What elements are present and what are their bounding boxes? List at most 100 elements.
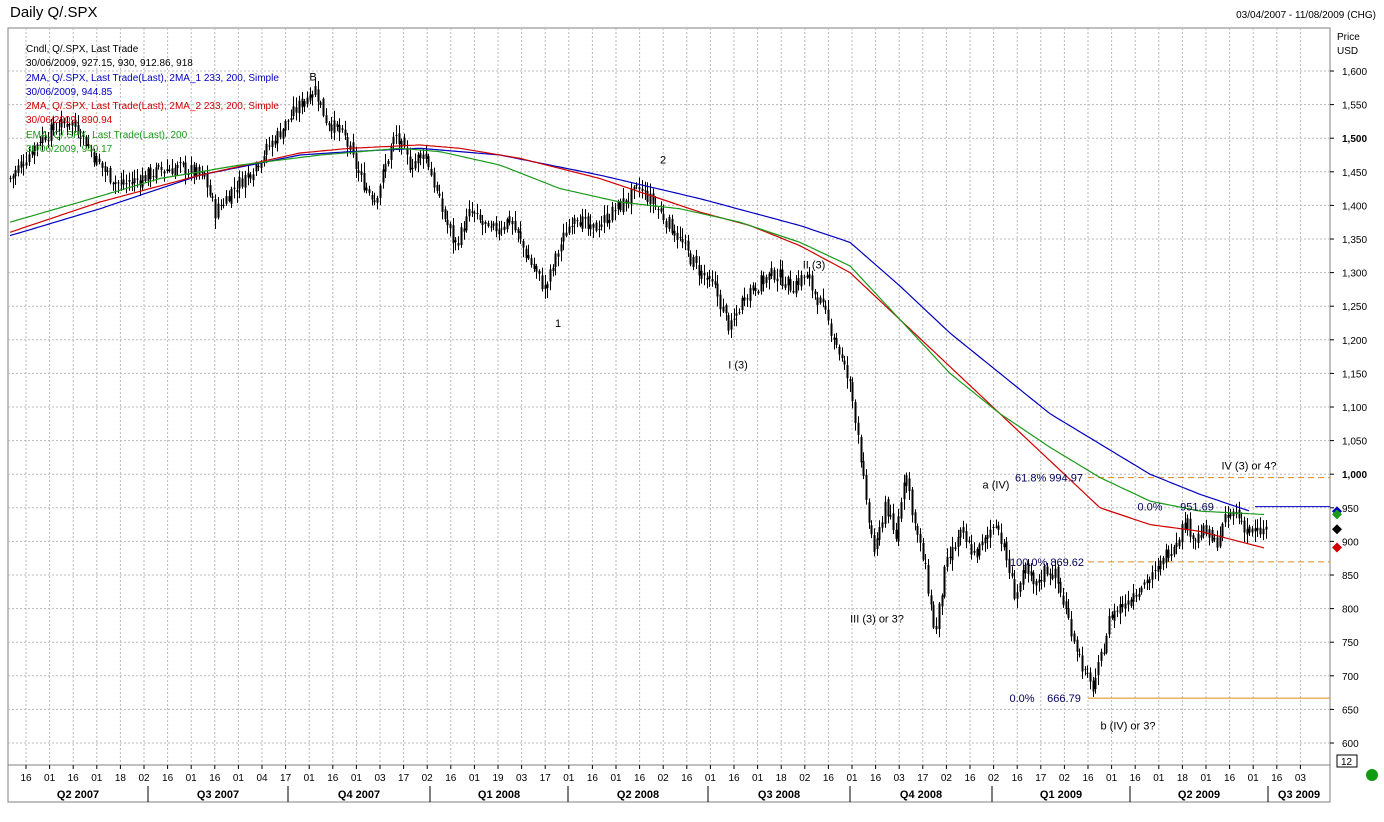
candle-body — [646, 191, 649, 203]
candle-body — [1027, 563, 1030, 574]
candle-body — [803, 276, 806, 278]
candle-body — [517, 228, 520, 233]
candle-body — [317, 89, 320, 102]
candle-body — [220, 205, 223, 207]
candle-body — [579, 222, 582, 226]
candle-body — [816, 297, 819, 306]
candle-body — [152, 176, 155, 178]
candle-body — [962, 527, 965, 533]
wave-annotation: a (IV) — [983, 479, 1010, 491]
candle-body — [55, 131, 58, 133]
candle-body — [1246, 528, 1249, 535]
candle-body — [463, 228, 466, 232]
page-badge-box[interactable] — [1336, 754, 1358, 768]
candle-body — [268, 145, 271, 147]
candle-body — [25, 162, 28, 166]
candle-body — [255, 163, 258, 172]
candle-body — [981, 541, 984, 546]
y-tick-label: 1,150 — [1342, 369, 1367, 380]
candle-body — [1143, 582, 1146, 585]
page-badge[interactable]: 12 — [1341, 757, 1353, 768]
candle-body — [727, 315, 730, 331]
candle-body — [309, 94, 312, 101]
candle-body — [881, 522, 884, 528]
quarter-label: Q2 2009 — [1178, 789, 1220, 801]
candle-body — [746, 298, 749, 300]
candle-body — [908, 478, 911, 492]
candle-body — [468, 209, 471, 217]
candle-body — [1005, 541, 1008, 561]
candle-body — [171, 168, 174, 174]
y-tick-label: 1,600 — [1342, 67, 1367, 78]
candle-body — [530, 258, 533, 265]
x-tick-label: 02 — [799, 773, 811, 784]
candle-body — [1227, 514, 1230, 519]
candle-body — [225, 196, 228, 204]
candle-body — [190, 165, 193, 173]
candle-body — [1135, 594, 1138, 597]
candle-body — [789, 279, 792, 291]
candle-body — [873, 535, 876, 552]
candle-body — [1192, 535, 1195, 539]
candle-body — [1022, 570, 1025, 585]
candle-body — [884, 501, 887, 524]
candle-body — [1130, 599, 1133, 606]
candle-body — [627, 201, 630, 203]
candle-body — [395, 135, 398, 137]
legend-line: 30/06/2009, 927.15, 930, 912.86, 918 — [26, 58, 193, 70]
candle-body — [619, 200, 622, 211]
candle-body — [827, 309, 830, 321]
candle-body — [436, 185, 439, 191]
candle-body — [700, 270, 703, 279]
wave-annotation: II (3) — [803, 260, 826, 272]
candle-body — [1243, 520, 1246, 533]
legend-line: EMA, Q/.SPX, Last Trade(Last), 200 — [26, 129, 188, 141]
candle-body — [716, 283, 719, 297]
candle-body — [1197, 533, 1200, 544]
candle-body — [1151, 572, 1154, 580]
x-tick-label: 03 — [1295, 773, 1307, 784]
y-tick-label: 1,350 — [1342, 235, 1367, 246]
candle-body — [1051, 574, 1054, 579]
candle-body — [838, 346, 841, 355]
candle-body — [411, 167, 414, 169]
candle-body — [247, 172, 250, 178]
x-tick-label: 16 — [1224, 773, 1236, 784]
candle-body — [193, 164, 196, 177]
candle-body — [292, 106, 295, 117]
x-tick-label: 01 — [304, 773, 316, 784]
candle-body — [1205, 524, 1208, 535]
candle-body — [14, 169, 17, 177]
candle-body — [1073, 633, 1076, 642]
x-tick-label: 03 — [894, 773, 906, 784]
candle-body — [965, 531, 968, 542]
candle-body — [787, 276, 790, 286]
candle-body — [1049, 573, 1052, 576]
wave-annotation: 61.8% 994.97 — [1015, 473, 1083, 485]
candle-body — [895, 529, 898, 539]
legend-line: 30/06/2009, 940.17 — [26, 144, 113, 156]
candle-body — [1024, 566, 1027, 574]
x-tick-label: 02 — [138, 773, 150, 784]
candle-body — [1162, 557, 1165, 565]
legend-line: Cndl, Q/.SPX, Last Trade — [26, 44, 139, 55]
x-tick-label: 01 — [1153, 773, 1165, 784]
y-tick-label: 650 — [1342, 705, 1359, 716]
candle-body — [671, 219, 674, 234]
candle-body — [1146, 580, 1149, 584]
candle-body — [603, 215, 606, 223]
candle-body — [174, 167, 177, 176]
chart-legend: Cndl, Q/.SPX, Last Trade 30/06/2009, 927.… — [26, 43, 279, 157]
candle-body — [1232, 511, 1235, 516]
x-tick-label: 16 — [327, 773, 339, 784]
candle-body — [279, 131, 282, 138]
candle-body — [1157, 565, 1160, 572]
candle-body — [1229, 512, 1232, 517]
candle-body — [814, 291, 817, 295]
candle-body — [668, 216, 671, 229]
candle-body — [889, 515, 892, 517]
x-tick-label: 01 — [186, 773, 198, 784]
candle-body — [1105, 635, 1108, 653]
candle-body — [1092, 680, 1095, 692]
